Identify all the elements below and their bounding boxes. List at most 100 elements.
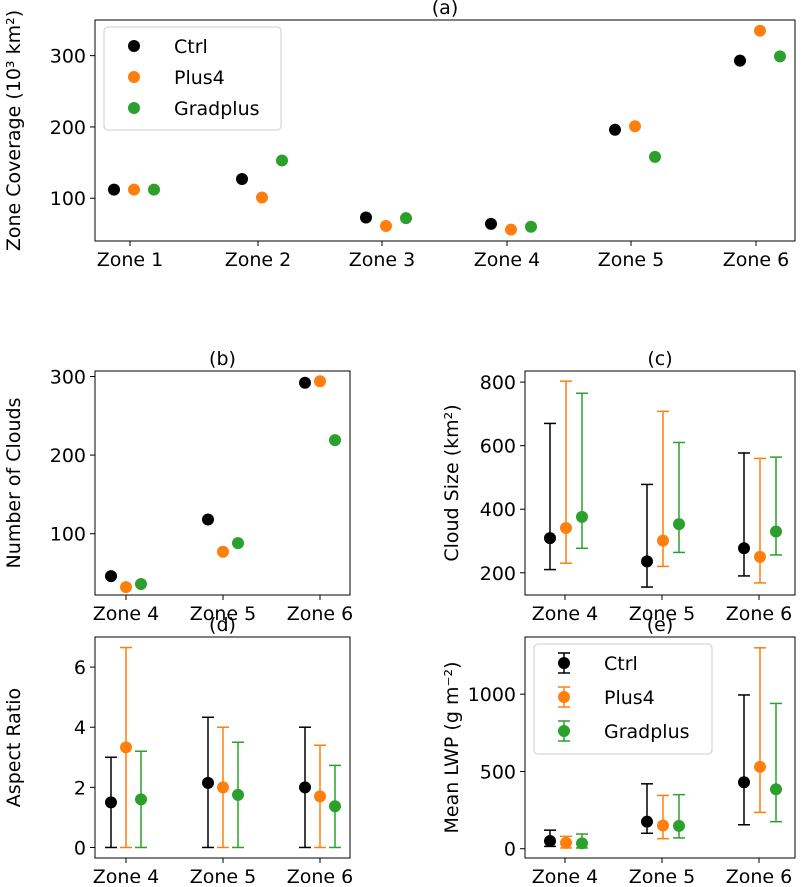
ytick-label-d: 0 bbox=[74, 837, 86, 859]
point-b-gradplus bbox=[135, 577, 147, 590]
point-a-plus4 bbox=[128, 183, 140, 196]
point-d-plus4 bbox=[120, 741, 132, 754]
ytick-label-b: 300 bbox=[50, 367, 86, 389]
legend-marker-plus4 bbox=[128, 71, 140, 83]
point-b-plus4 bbox=[120, 581, 132, 594]
point-a-gradplus bbox=[774, 50, 786, 63]
legend-label-plus4: Plus4 bbox=[604, 687, 655, 709]
point-c-gradplus bbox=[673, 518, 685, 531]
point-b-plus4 bbox=[314, 375, 326, 388]
legend-label-ctrl: Ctrl bbox=[174, 36, 208, 58]
ytick-label-a: 200 bbox=[50, 117, 86, 139]
point-c-ctrl bbox=[544, 532, 556, 545]
point-e-plus4 bbox=[754, 760, 766, 773]
point-d-ctrl bbox=[299, 781, 311, 794]
point-d-plus4 bbox=[217, 781, 229, 794]
axes-frame-c bbox=[524, 370, 796, 596]
xtick-label-d: Zone 5 bbox=[190, 866, 257, 883]
point-a-ctrl bbox=[609, 123, 621, 136]
ytick-label-c: 400 bbox=[480, 499, 516, 521]
legend-e: Ctrl Plus4 Gradplus bbox=[533, 643, 713, 755]
ytick-label-c: 200 bbox=[480, 563, 516, 585]
xtick-label-b: Zone 6 bbox=[287, 603, 354, 625]
point-d-ctrl bbox=[202, 776, 214, 789]
xtick-label-c: Zone 6 bbox=[726, 603, 793, 625]
point-e-gradplus bbox=[576, 837, 588, 850]
panel-title-d: (d) bbox=[209, 614, 236, 636]
panel-title-e: (e) bbox=[647, 614, 674, 636]
point-c-plus4 bbox=[657, 534, 669, 547]
axes-frame-b bbox=[94, 370, 351, 596]
ylabel-a: Zone Coverage (10³ km²) bbox=[3, 10, 25, 251]
ytick-label-c: 600 bbox=[480, 436, 516, 458]
ytick-label-d: 6 bbox=[74, 657, 86, 679]
point-c-plus4 bbox=[754, 550, 766, 563]
ytick-label-b: 100 bbox=[50, 524, 86, 546]
axes-frame-a bbox=[94, 19, 796, 242]
xtick-label-e: Zone 6 bbox=[726, 866, 793, 883]
panel-c: (c) 200 400 600 800 Zone 4 Zone 5 Zone 6 Cloud S… bbox=[441, 348, 796, 625]
point-a-ctrl bbox=[236, 172, 248, 185]
point-e-gradplus bbox=[770, 783, 782, 796]
point-b-gradplus bbox=[232, 537, 244, 550]
xtick-label-e: Zone 5 bbox=[629, 866, 696, 883]
point-e-ctrl bbox=[544, 835, 556, 847]
legend-marker-ctrl bbox=[128, 40, 140, 52]
point-a-gradplus bbox=[649, 150, 661, 163]
xtick-label-b: Zone 4 bbox=[93, 603, 160, 625]
ytick-label-e: 1000 bbox=[468, 684, 516, 706]
panel-title-b: (b) bbox=[209, 348, 236, 370]
ytick-label-d: 2 bbox=[74, 777, 86, 799]
point-a-gradplus bbox=[148, 183, 160, 196]
legend-label-gradplus: Gradplus bbox=[174, 98, 260, 120]
xtick-label-d: Zone 6 bbox=[287, 866, 354, 883]
legend-marker-plus4 bbox=[558, 691, 570, 703]
point-e-ctrl bbox=[738, 776, 750, 789]
ytick-label-c: 800 bbox=[480, 372, 516, 394]
point-a-plus4 bbox=[256, 191, 268, 204]
legend-marker-gradplus bbox=[128, 102, 140, 114]
point-a-gradplus bbox=[525, 220, 537, 233]
xtick-label-d: Zone 4 bbox=[93, 866, 160, 883]
xtick-label-a: Zone 1 bbox=[97, 249, 164, 271]
point-b-ctrl bbox=[299, 376, 311, 389]
point-a-gradplus bbox=[276, 154, 288, 167]
ylabel-c: Cloud Size (km²) bbox=[441, 404, 463, 561]
legend-marker-ctrl bbox=[558, 657, 570, 669]
point-c-plus4 bbox=[560, 521, 572, 534]
point-b-gradplus bbox=[329, 434, 341, 447]
point-c-gradplus bbox=[770, 525, 782, 538]
xtick-label-b: Zone 5 bbox=[190, 603, 257, 625]
ylabel-d: Aspect Ratio bbox=[3, 688, 25, 807]
legend-box-e bbox=[533, 643, 713, 755]
point-e-plus4 bbox=[560, 836, 572, 849]
xtick-label-e: Zone 4 bbox=[532, 866, 599, 883]
point-e-plus4 bbox=[657, 819, 669, 832]
legend-a: Ctrl Plus4 Gradplus bbox=[103, 26, 282, 131]
ytick-label-b: 200 bbox=[50, 445, 86, 467]
point-b-plus4 bbox=[217, 545, 229, 558]
xtick-label-a: Zone 6 bbox=[723, 249, 790, 271]
legend-marker-gradplus bbox=[558, 725, 570, 737]
point-e-gradplus bbox=[673, 819, 685, 832]
point-d-gradplus bbox=[329, 800, 341, 813]
panel-title-a: (a) bbox=[432, 0, 458, 19]
point-d-gradplus bbox=[135, 793, 147, 806]
xtick-label-c: Zone 4 bbox=[532, 603, 599, 625]
point-a-ctrl bbox=[734, 54, 746, 67]
point-c-gradplus bbox=[576, 510, 588, 523]
point-a-ctrl bbox=[485, 217, 497, 230]
xtick-label-a: Zone 5 bbox=[598, 249, 665, 271]
axes-frame-e bbox=[524, 636, 796, 859]
point-b-ctrl bbox=[202, 513, 214, 526]
legend-label-ctrl: Ctrl bbox=[604, 653, 638, 675]
point-a-ctrl bbox=[108, 183, 120, 196]
panel-d: (d) 0 2 4 6 Zone 4 Zone 5 Zone 6 Aspect Ratio bbox=[3, 614, 354, 887]
point-a-plus4 bbox=[754, 24, 766, 37]
xtick-label-a: Zone 2 bbox=[225, 249, 292, 271]
ylabel-e: Mean LWP (g m⁻²) bbox=[441, 661, 463, 833]
point-a-plus4 bbox=[505, 223, 517, 236]
point-a-ctrl bbox=[360, 211, 372, 224]
panel-b: (b) 100 200 300 Zone 4 Zone 5 Zone 6 Number of … bbox=[3, 348, 353, 625]
